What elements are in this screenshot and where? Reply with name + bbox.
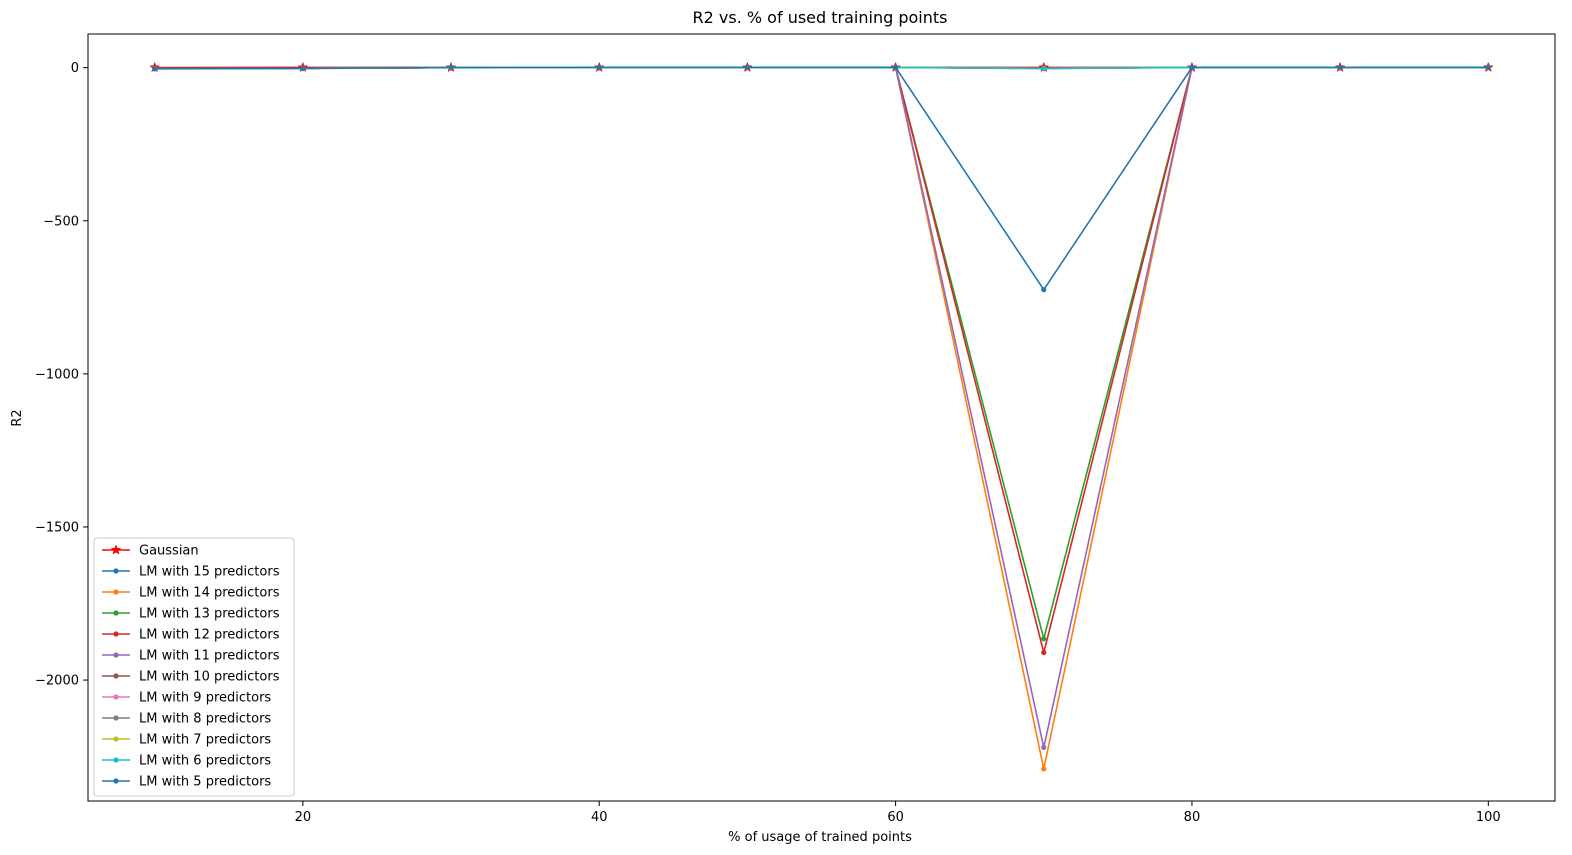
data-point (1041, 287, 1047, 293)
legend-label: LM with 9 predictors (139, 691, 271, 706)
legend-label: LM with 10 predictors (139, 670, 280, 685)
data-point (1041, 636, 1047, 642)
legend-marker (113, 568, 119, 574)
series-6 (152, 64, 1491, 751)
y-tick-label: −1000 (35, 367, 79, 382)
y-tick-label: 0 (71, 61, 79, 76)
y-axis-label: R2 (10, 409, 25, 426)
data-point (1041, 766, 1047, 772)
legend-item: LM with 10 predictors (102, 670, 280, 685)
legend-item: LM with 15 predictors (102, 565, 280, 580)
legend-label: LM with 15 predictors (139, 565, 280, 580)
legend-label: LM with 5 predictors (139, 775, 271, 790)
legend-marker (113, 778, 119, 784)
series-3 (152, 64, 1491, 772)
legend-marker (113, 673, 119, 679)
legend-item: LM with 13 predictors (102, 607, 280, 622)
series-group (149, 61, 1494, 772)
x-axis-label: % of usage of trained points (728, 830, 912, 845)
series-4 (152, 64, 1491, 642)
legend-label: LM with 8 predictors (139, 712, 271, 727)
legend-label: LM with 7 predictors (139, 733, 271, 748)
legend-item: LM with 7 predictors (102, 733, 271, 748)
series-line (154, 66, 1489, 770)
y-tick-label: −1500 (35, 520, 79, 535)
legend-label: LM with 14 predictors (139, 586, 280, 601)
data-point (596, 64, 602, 71)
legend-label: LM with 12 predictors (139, 628, 280, 643)
data-point (1189, 64, 1195, 71)
data-point (1041, 65, 1047, 71)
chart-title: R2 vs. % of used training points (693, 8, 948, 27)
legend-marker (113, 652, 119, 658)
y-tick-label: −500 (43, 214, 79, 229)
legend-item: LM with 6 predictors (102, 754, 271, 769)
legend-label: Gaussian (139, 544, 199, 559)
plot-frame (87, 33, 1556, 802)
legend-item: LM with 9 predictors (102, 691, 271, 706)
legend-box (93, 537, 295, 797)
x-tick-label: 20 (295, 810, 312, 825)
legend-marker (110, 544, 122, 555)
legend-marker (113, 610, 119, 616)
data-point (152, 65, 158, 72)
legend-marker (113, 757, 119, 763)
legend: Gaussian LM with 15 predictors LM with 14 … (93, 537, 295, 797)
data-point (1485, 64, 1491, 71)
legend-item: LM with 8 predictors (102, 712, 271, 727)
legend-marker (113, 631, 119, 637)
x-tick-label: 80 (1184, 810, 1201, 825)
series-line (154, 66, 1489, 291)
legend-label: LM with 13 predictors (139, 607, 280, 622)
data-point (1041, 744, 1047, 751)
legend-marker (113, 694, 119, 700)
legend-marker (113, 589, 119, 595)
x-tick-label: 40 (591, 810, 608, 825)
axes: 20 40 60 80 100 0 −500 −1000 −1500 −2000 (35, 61, 1501, 825)
legend-item: LM with 14 predictors (102, 586, 280, 601)
legend-marker (113, 715, 119, 721)
data-point (892, 64, 899, 71)
legend-label: LM with 11 predictors (139, 649, 280, 664)
legend-item: LM with 5 predictors (102, 775, 271, 790)
data-point (300, 65, 306, 71)
series-12 (152, 64, 1491, 293)
data-point (448, 64, 454, 71)
legend-marker (113, 736, 119, 742)
legend-item: LM with 11 predictors (102, 649, 280, 664)
x-tick-label: 60 (887, 810, 904, 825)
legend-item: LM with 12 predictors (102, 628, 280, 643)
series-5 (152, 64, 1491, 656)
series-line (154, 66, 1489, 640)
data-point (1041, 649, 1047, 656)
data-point (744, 64, 751, 71)
legend-item: Gaussian (102, 544, 199, 559)
y-tick-label: −2000 (35, 674, 79, 689)
data-point (1337, 64, 1343, 71)
series-line (154, 66, 1489, 749)
legend-label: LM with 6 predictors (139, 754, 271, 769)
series-line (154, 66, 1489, 654)
x-tick-label: 100 (1476, 810, 1501, 825)
